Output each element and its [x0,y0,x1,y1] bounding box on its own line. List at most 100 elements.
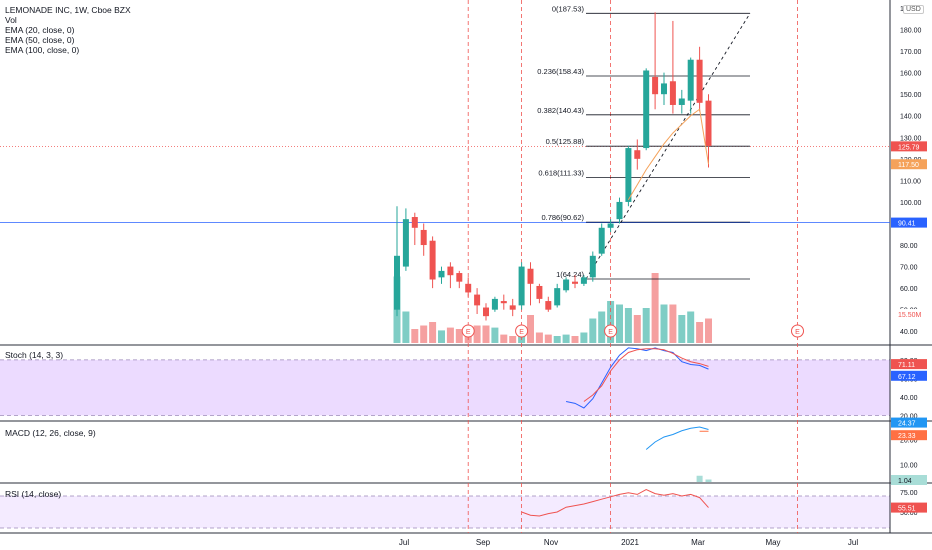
candle-body[interactable] [420,229,427,246]
ema20-legend[interactable]: EMA (20, close, 0) [5,25,75,35]
volume-bar [589,318,597,343]
macd-badge [891,475,927,485]
macd-badge-label: 24.37 [898,421,916,428]
x-axis-label: 2021 [621,538,639,547]
price-axis-tick: 130.00 [900,135,922,142]
fib-level-label: 1(64.24) [556,270,584,279]
ema50-legend[interactable]: EMA (50, close, 0) [5,35,75,45]
candle-body[interactable] [696,59,703,103]
stoch-d-line [583,348,709,402]
candle-body[interactable] [402,219,409,267]
candle-body[interactable] [652,76,659,95]
volume-bar [571,336,579,343]
volume-legend[interactable]: Vol [5,15,17,25]
fib-level-label: 0.618(111.33) [538,169,584,178]
candle-body[interactable] [536,285,543,299]
candle-body[interactable] [598,227,605,254]
main-legend: LEMONADE INC, 1W, Cboe BZX Vol EMA (20, … [5,5,131,55]
candle-body[interactable] [669,81,676,105]
candle-body[interactable] [438,270,445,278]
volume-bar [482,325,490,343]
candle-body[interactable] [509,305,516,310]
earnings-marker[interactable] [791,324,804,338]
volume-bar [491,327,499,343]
macd-legend[interactable]: MACD (12, 26, close, 9) [5,428,96,438]
candle-body[interactable] [491,298,498,310]
price-axis-tick: 100.00 [900,200,922,207]
macd-badge [891,430,927,441]
candle-body[interactable] [483,307,489,317]
ema100-legend[interactable]: EMA (100, close, 0) [5,45,80,55]
candle-body[interactable] [518,266,525,306]
earnings-marker[interactable] [515,324,529,338]
candle-body[interactable] [563,279,570,291]
candle-body[interactable] [616,201,623,220]
price-axis-badge-label: 117.50 [898,162,919,169]
candle-body[interactable] [394,255,400,310]
macd-axis-tick: 10.00 [900,463,918,470]
candle-body[interactable] [465,283,472,293]
candle-body[interactable] [447,266,454,276]
macd-histogram-bar [696,475,703,482]
candle-body[interactable] [634,150,641,159]
macd-line [645,426,709,450]
volume-bar [678,315,686,343]
trend-line[interactable] [585,13,751,280]
volume-bar [438,330,445,343]
candle-body[interactable] [456,273,463,282]
price-axis-tick: 80.00 [900,243,918,250]
candle-body[interactable] [661,83,667,95]
volume-bar [624,308,632,343]
price-axis-tick: 40.00 [900,329,918,336]
candle-body[interactable] [687,59,694,101]
volume-bar [446,327,454,343]
candle-body[interactable] [554,288,561,306]
x-axis-label: May [765,538,780,547]
stoch-axis-tick: 40.00 [900,395,918,402]
candle-body[interactable] [474,294,481,306]
earnings-marker[interactable] [604,324,618,338]
candle-body[interactable] [589,255,596,278]
symbol-title[interactable]: LEMONADE INC, 1W, Cboe BZX [5,5,131,15]
candle-body[interactable] [527,268,534,284]
volume-bar [696,322,704,343]
macd-badge-label: 1.04 [898,478,912,485]
rsi-legend[interactable]: RSI (14, close) [5,489,62,499]
volume-bar [687,311,695,343]
candle-body[interactable] [411,217,418,228]
candle-body[interactable] [572,281,578,284]
volume-bar [500,334,508,343]
price-axis-tick: 60.00 [900,286,918,293]
candle-body[interactable] [580,277,587,284]
candle-body[interactable] [643,70,650,149]
price-axis-tick: 70.00 [900,265,918,272]
volume-bar [429,322,437,343]
price-axis-tick: 170.00 [900,49,922,56]
candle-body[interactable] [678,98,685,105]
candle-body[interactable] [545,301,552,310]
candle-body[interactable] [607,223,614,228]
volume-bar [402,311,410,343]
price-axis-badge [891,141,927,152]
candle-body[interactable] [429,240,436,280]
volume-bar [633,315,641,343]
ema-line [627,108,709,201]
price-axis-tick: 160.00 [900,71,922,78]
rsi-badge [891,502,927,513]
volume-bar [527,315,534,343]
candle-body[interactable] [625,148,632,202]
rsi-band [0,496,890,528]
stoch-axis-tick: 20.00 [900,413,918,420]
stoch-legend[interactable]: Stoch (14, 3, 3) [5,350,64,360]
earnings-marker-label: E [466,329,471,336]
currency-badge[interactable]: USD [903,5,924,14]
stoch-badge-label: 71.11 [898,362,915,369]
earnings-marker[interactable] [461,324,475,338]
volume-bar [553,336,561,343]
candle-body[interactable] [500,301,507,304]
x-axis-label: Mar [691,538,705,547]
candle-body[interactable] [705,100,712,146]
price-axis-tick: 140.00 [900,114,922,121]
volume-bar [660,304,668,343]
